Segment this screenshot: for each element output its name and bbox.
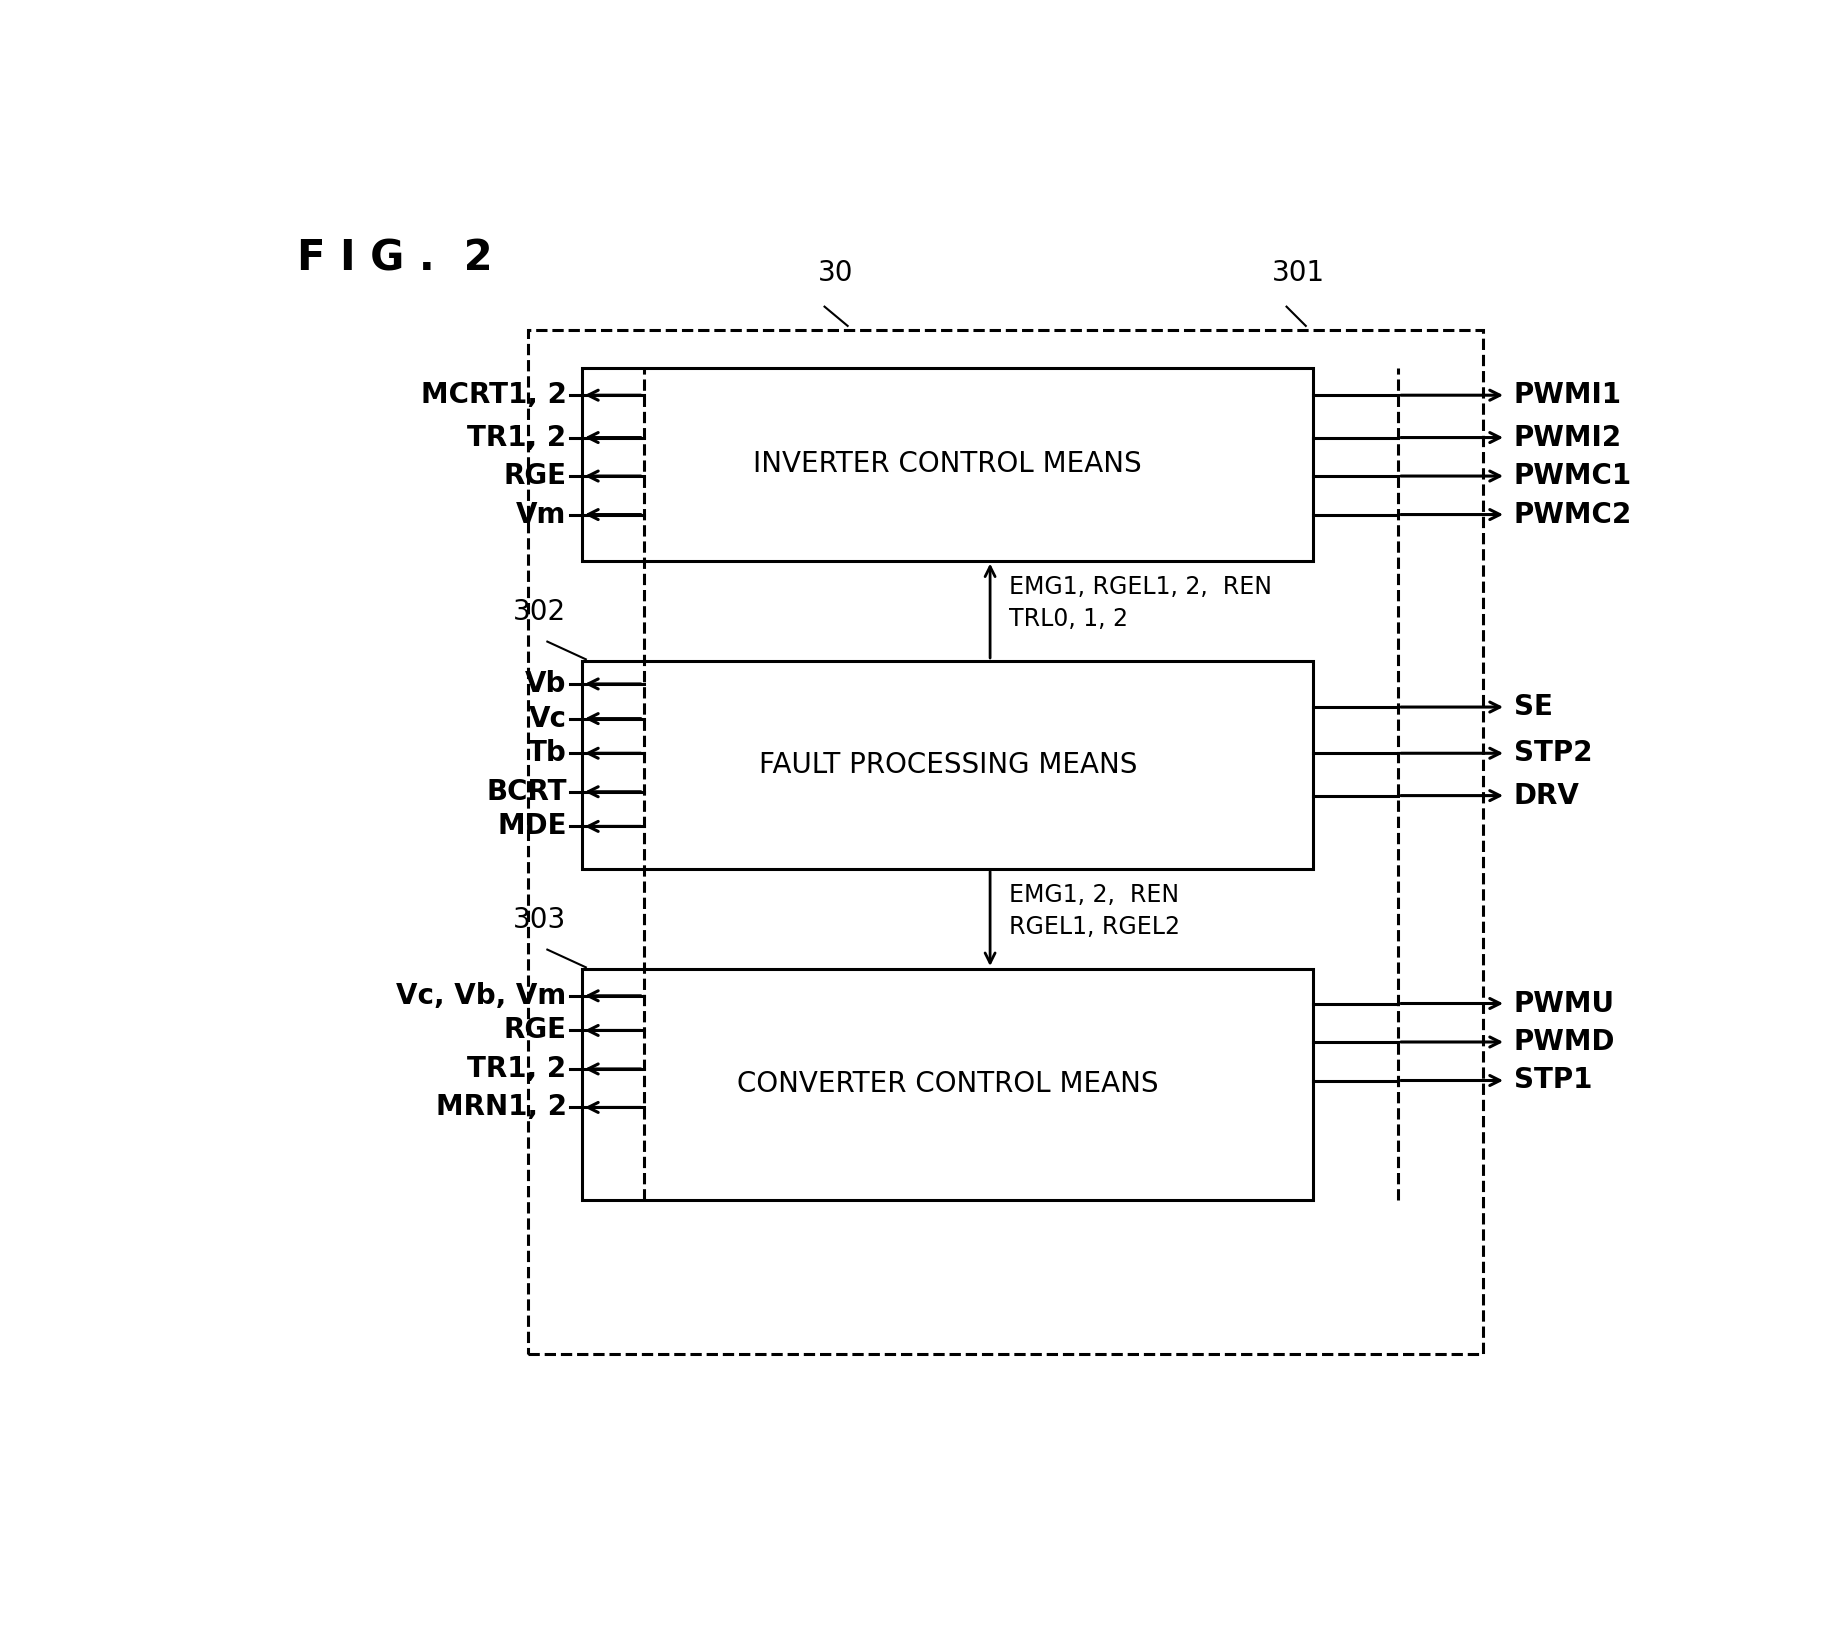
Text: FAULT PROCESSING MEANS: FAULT PROCESSING MEANS (759, 751, 1138, 778)
Text: 303: 303 (513, 907, 565, 934)
Text: PWMU: PWMU (1515, 990, 1614, 1017)
Text: Vm: Vm (515, 500, 567, 528)
Text: PWMC2: PWMC2 (1515, 500, 1633, 528)
Text: TR1, 2: TR1, 2 (467, 424, 567, 452)
Text: RGE: RGE (504, 461, 567, 491)
Text: F I G .  2: F I G . 2 (297, 237, 493, 279)
Text: Vc: Vc (528, 705, 567, 733)
Text: Tb: Tb (528, 739, 567, 767)
Text: MCRT1, 2: MCRT1, 2 (421, 382, 567, 410)
Bar (528, 330, 1483, 1354)
Bar (582, 369, 1313, 561)
Text: TR1, 2: TR1, 2 (467, 1055, 567, 1082)
Text: INVERTER CONTROL MEANS: INVERTER CONTROL MEANS (754, 450, 1141, 478)
Text: STP2: STP2 (1515, 739, 1592, 767)
Text: BCRT: BCRT (486, 778, 567, 806)
Text: PWMC1: PWMC1 (1515, 461, 1631, 491)
Text: CONVERTER CONTROL MEANS: CONVERTER CONTROL MEANS (737, 1071, 1158, 1098)
Text: 302: 302 (513, 598, 565, 626)
Text: RGE: RGE (504, 1017, 567, 1045)
Text: MDE: MDE (497, 812, 567, 840)
Text: EMG1, RGEL1, 2,  REN
TRL0, 1, 2: EMG1, RGEL1, 2, REN TRL0, 1, 2 (1008, 575, 1273, 630)
Text: STP1: STP1 (1515, 1066, 1592, 1095)
Text: 30: 30 (818, 260, 853, 288)
Text: Vc, Vb, Vm: Vc, Vb, Vm (397, 982, 567, 1009)
Text: EMG1, 2,  REN
RGEL1, RGEL2: EMG1, 2, REN RGEL1, RGEL2 (1008, 884, 1180, 939)
Bar (582, 661, 1313, 869)
Text: 301: 301 (1271, 260, 1324, 288)
Text: PWMI1: PWMI1 (1515, 382, 1622, 410)
Text: Vb: Vb (525, 670, 567, 699)
Text: SE: SE (1515, 692, 1553, 722)
Text: MRN1, 2: MRN1, 2 (436, 1094, 567, 1121)
Bar (582, 968, 1313, 1199)
Text: DRV: DRV (1515, 782, 1579, 809)
Text: PWMD: PWMD (1515, 1029, 1614, 1056)
Text: PWMI2: PWMI2 (1515, 424, 1622, 452)
